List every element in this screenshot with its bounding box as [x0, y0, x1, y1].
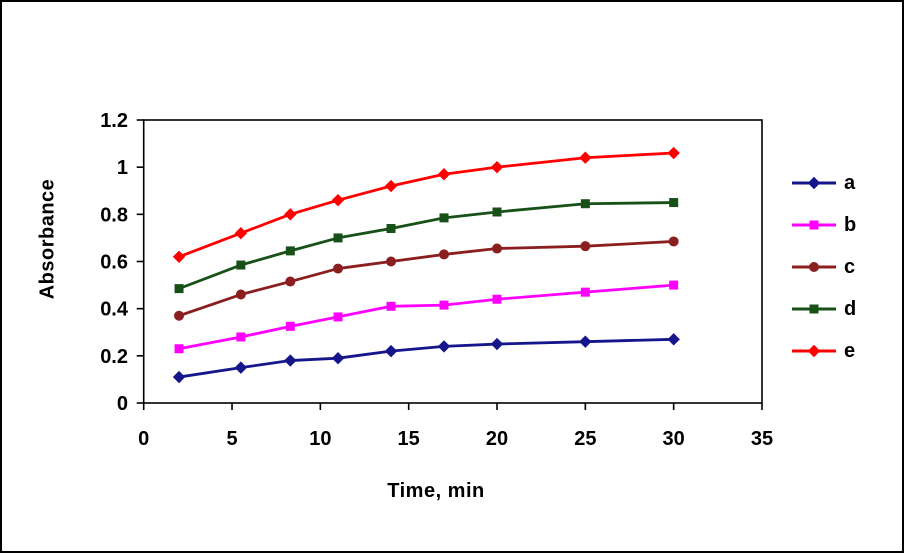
legend-item-c: c: [791, 255, 856, 279]
legend-label: d: [844, 297, 857, 320]
svg-text:0: 0: [138, 428, 149, 450]
legend-marker-e-icon: [792, 344, 836, 358]
svg-text:25: 25: [574, 428, 596, 450]
legend-label: a: [844, 171, 856, 194]
svg-text:30: 30: [663, 428, 685, 450]
svg-text:35: 35: [751, 428, 773, 450]
svg-text:0.6: 0.6: [100, 252, 128, 274]
x-axis-title: Time, min: [387, 480, 485, 502]
legend: a b c d e: [791, 171, 856, 381]
legend-marker-d-icon: [792, 304, 836, 314]
legend-label: b: [844, 213, 857, 236]
svg-text:20: 20: [486, 428, 508, 450]
svg-text:5: 5: [226, 428, 237, 450]
legend-marker-a-icon: [792, 176, 836, 190]
legend-marker-c-icon: [792, 262, 836, 272]
svg-text:15: 15: [398, 428, 420, 450]
svg-text:10: 10: [309, 428, 331, 450]
legend-item-b: b: [791, 213, 856, 237]
y-axis-title: Absorbance: [36, 178, 59, 300]
legend-item-d: d: [791, 297, 856, 321]
svg-text:1.2: 1.2: [100, 110, 128, 132]
svg-text:0.2: 0.2: [100, 346, 128, 368]
legend-item-a: a: [791, 171, 856, 195]
legend-marker-b-icon: [792, 220, 836, 230]
svg-text:0: 0: [117, 393, 128, 415]
legend-label: e: [844, 339, 856, 362]
svg-text:0.4: 0.4: [100, 299, 129, 321]
svg-text:1: 1: [117, 157, 128, 179]
svg-text:0.8: 0.8: [100, 204, 128, 226]
legend-label: c: [844, 255, 856, 278]
legend-item-e: e: [791, 339, 856, 363]
